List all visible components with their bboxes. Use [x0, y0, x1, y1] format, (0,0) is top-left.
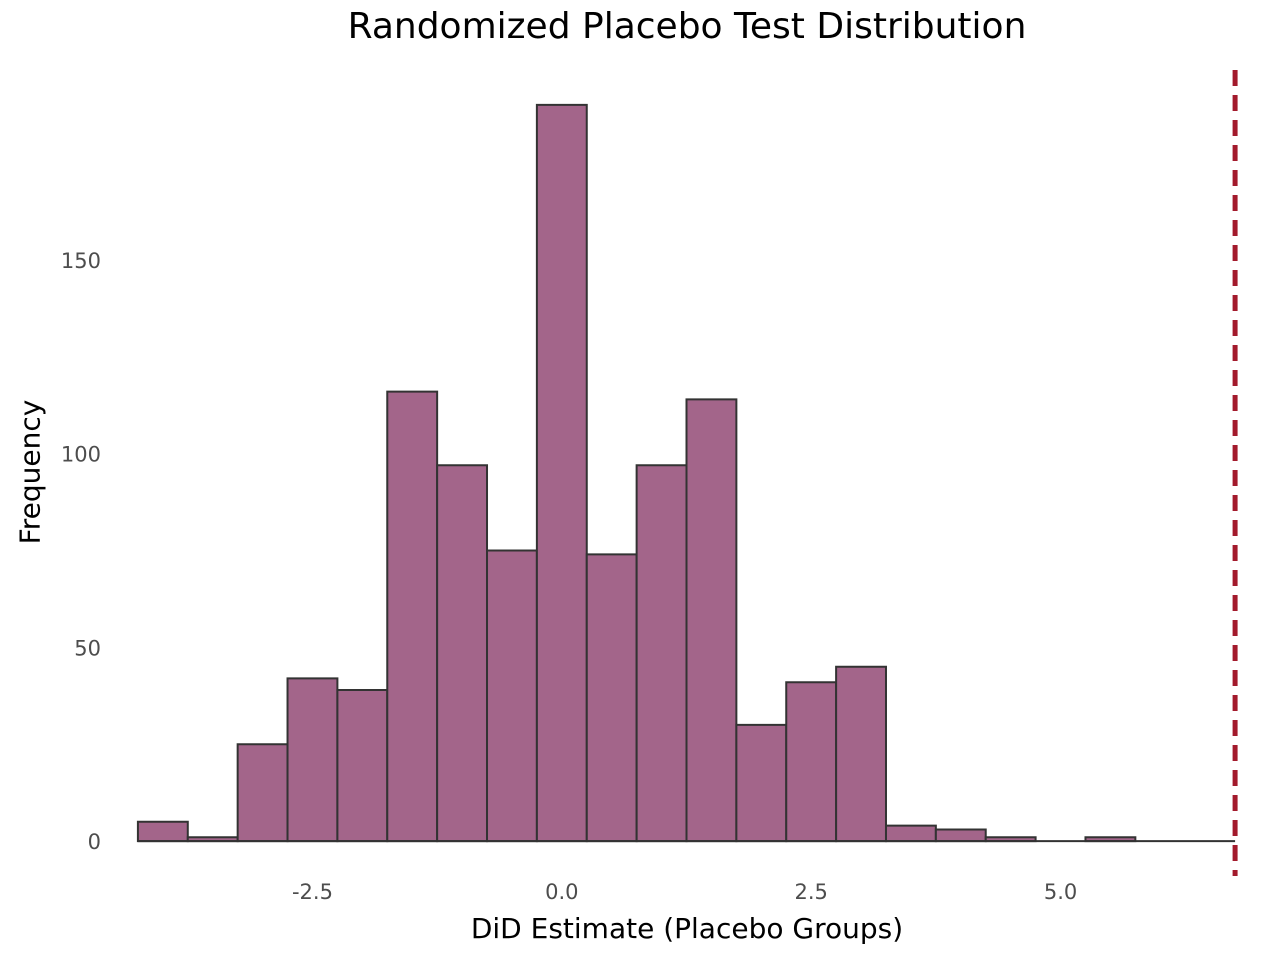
y-tick-label: 50	[74, 636, 101, 660]
chart-title: Randomized Placebo Test Distribution	[347, 6, 1027, 47]
histogram-bar	[635, 464, 688, 843]
histogram-bar	[486, 549, 538, 843]
x-tick-label: 2.5	[794, 880, 827, 904]
y-axis-label: Frequency	[13, 399, 47, 545]
y-tick-label: 0	[88, 830, 101, 854]
y-tick-label: 100	[61, 443, 101, 467]
y-axis-ticks: 0 50 100 150	[61, 249, 101, 854]
histogram-bar	[236, 743, 289, 843]
y-tick-label: 150	[61, 249, 101, 273]
histogram-bar	[535, 103, 588, 843]
histogram-bar	[136, 820, 189, 843]
histogram-bar	[436, 464, 489, 843]
histogram-bar	[785, 681, 838, 843]
bars-layer	[136, 103, 1137, 843]
histogram-bar	[286, 677, 339, 843]
histogram-bar	[835, 665, 887, 843]
histogram-bar	[884, 824, 937, 843]
histogram-bar	[735, 723, 788, 843]
x-tick-label: -2.5	[292, 880, 333, 904]
histogram-bar	[934, 828, 987, 843]
histogram-bar	[585, 553, 638, 843]
histogram-bar	[336, 689, 389, 843]
histogram-bar	[386, 390, 439, 843]
x-tick-label: 0.0	[545, 880, 578, 904]
x-tick-label: 5.0	[1044, 880, 1077, 904]
x-axis-ticks: -2.5 0.0 2.5 5.0	[292, 880, 1077, 904]
x-axis-label: DiD Estimate (Placebo Groups)	[470, 912, 904, 945]
histogram-bar	[685, 398, 738, 843]
